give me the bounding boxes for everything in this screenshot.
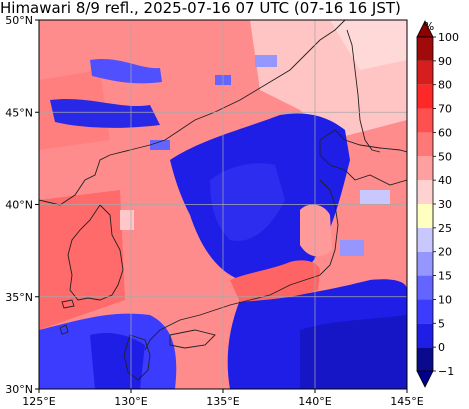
colorbar-label: 60 xyxy=(438,126,452,139)
lon-tick-label: 130°E xyxy=(114,395,147,408)
coastline-honshu xyxy=(144,189,339,351)
colorbar-label: 25 xyxy=(438,222,452,235)
lon-tick-label: 135°E xyxy=(206,395,239,408)
colorbar-unit: % xyxy=(424,20,434,33)
coastline-shikoku xyxy=(169,329,216,349)
colorbar-segment xyxy=(417,132,433,157)
colorbar-label: 90 xyxy=(438,55,452,68)
colorbar-label: 0 xyxy=(438,341,445,354)
colorbar-segment xyxy=(417,60,433,85)
colorbar-under-arrow xyxy=(416,370,434,388)
colorbar-label: 40 xyxy=(438,174,452,187)
axis-ticks: 125°E 130°E 135°E 140°E 145°E 30°N 35°N 40°N 45°… xyxy=(5,14,424,408)
coastlines xyxy=(39,20,407,381)
colorbar-label: 5 xyxy=(438,317,445,330)
colorbar-segment xyxy=(417,108,433,133)
colorbar-label: 10 xyxy=(438,293,452,306)
colorbar-segment xyxy=(417,323,433,348)
coastline-hokkaido xyxy=(319,129,407,186)
colorbar-segment xyxy=(417,275,433,300)
colorbar-label: −1 xyxy=(438,365,454,378)
colorbar-label: 30 xyxy=(438,198,452,211)
coastline-tsushima xyxy=(59,324,69,335)
colorbar-segment xyxy=(417,299,433,324)
coastline-kyushu xyxy=(123,334,151,381)
lat-tick-label: 35°N xyxy=(5,291,33,304)
lon-tick-label: 125°E xyxy=(22,395,55,408)
lon-tick-label: 145°E xyxy=(390,395,423,408)
coastline-honshu-north xyxy=(319,179,331,191)
lat-tick-label: 50°N xyxy=(5,14,33,27)
colorbar-label: 20 xyxy=(438,246,452,259)
lat-tick-label: 40°N xyxy=(5,199,33,212)
colorbar-segment xyxy=(417,227,433,252)
colorbar-label: 80 xyxy=(438,79,452,92)
colorbar-label: 50 xyxy=(438,150,452,163)
colorbar-segment xyxy=(417,37,433,61)
coastline-mainland xyxy=(39,20,346,206)
colorbar-segment xyxy=(417,347,433,371)
colorbar-label: 15 xyxy=(438,270,452,283)
lon-tick-label: 140°E xyxy=(298,395,331,408)
colorbar-segment xyxy=(417,84,433,109)
lat-tick-label: 45°N xyxy=(5,106,33,119)
lat-tick-label: 30°N xyxy=(5,383,33,396)
gridlines xyxy=(39,20,407,389)
colorbar-segment xyxy=(417,251,433,276)
map-title: Himawari 8/9 refl., 2025-07-16 07 UTC (0… xyxy=(0,0,401,17)
colorbar-segment xyxy=(417,156,433,181)
colorbar-label: 70 xyxy=(438,103,452,116)
colorbar-segment xyxy=(417,180,433,204)
colorbar: −1 0 5 10 15 20 25 30 40 50 60 70 80 90 100% xyxy=(416,20,459,388)
colorbar-segment xyxy=(417,204,433,228)
colorbar-label: 100 xyxy=(438,31,459,44)
coastline-sakhalin xyxy=(346,29,381,153)
coastline-jeju xyxy=(61,299,75,309)
coastline-korea xyxy=(67,204,124,301)
